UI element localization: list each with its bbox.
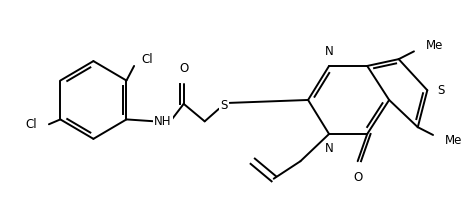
Text: N: N — [325, 45, 333, 58]
Text: S: S — [437, 84, 444, 97]
Text: O: O — [353, 171, 362, 184]
Text: Cl: Cl — [142, 53, 153, 66]
Text: NH: NH — [154, 115, 172, 128]
Text: N: N — [325, 142, 333, 155]
Text: Me: Me — [445, 134, 462, 147]
Text: Cl: Cl — [25, 118, 37, 131]
Text: S: S — [220, 99, 227, 112]
Text: Me: Me — [425, 39, 443, 52]
Text: O: O — [179, 62, 188, 75]
